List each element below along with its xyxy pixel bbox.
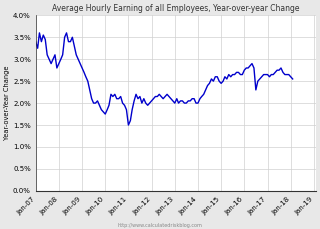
Y-axis label: Year-over-Year Change: Year-over-Year Change bbox=[4, 66, 10, 140]
Text: http://www.calculatedriskblog.com: http://www.calculatedriskblog.com bbox=[117, 223, 203, 228]
Title: Average Hourly Earning of all Employees, Year-over-year Change: Average Hourly Earning of all Employees,… bbox=[52, 4, 300, 13]
